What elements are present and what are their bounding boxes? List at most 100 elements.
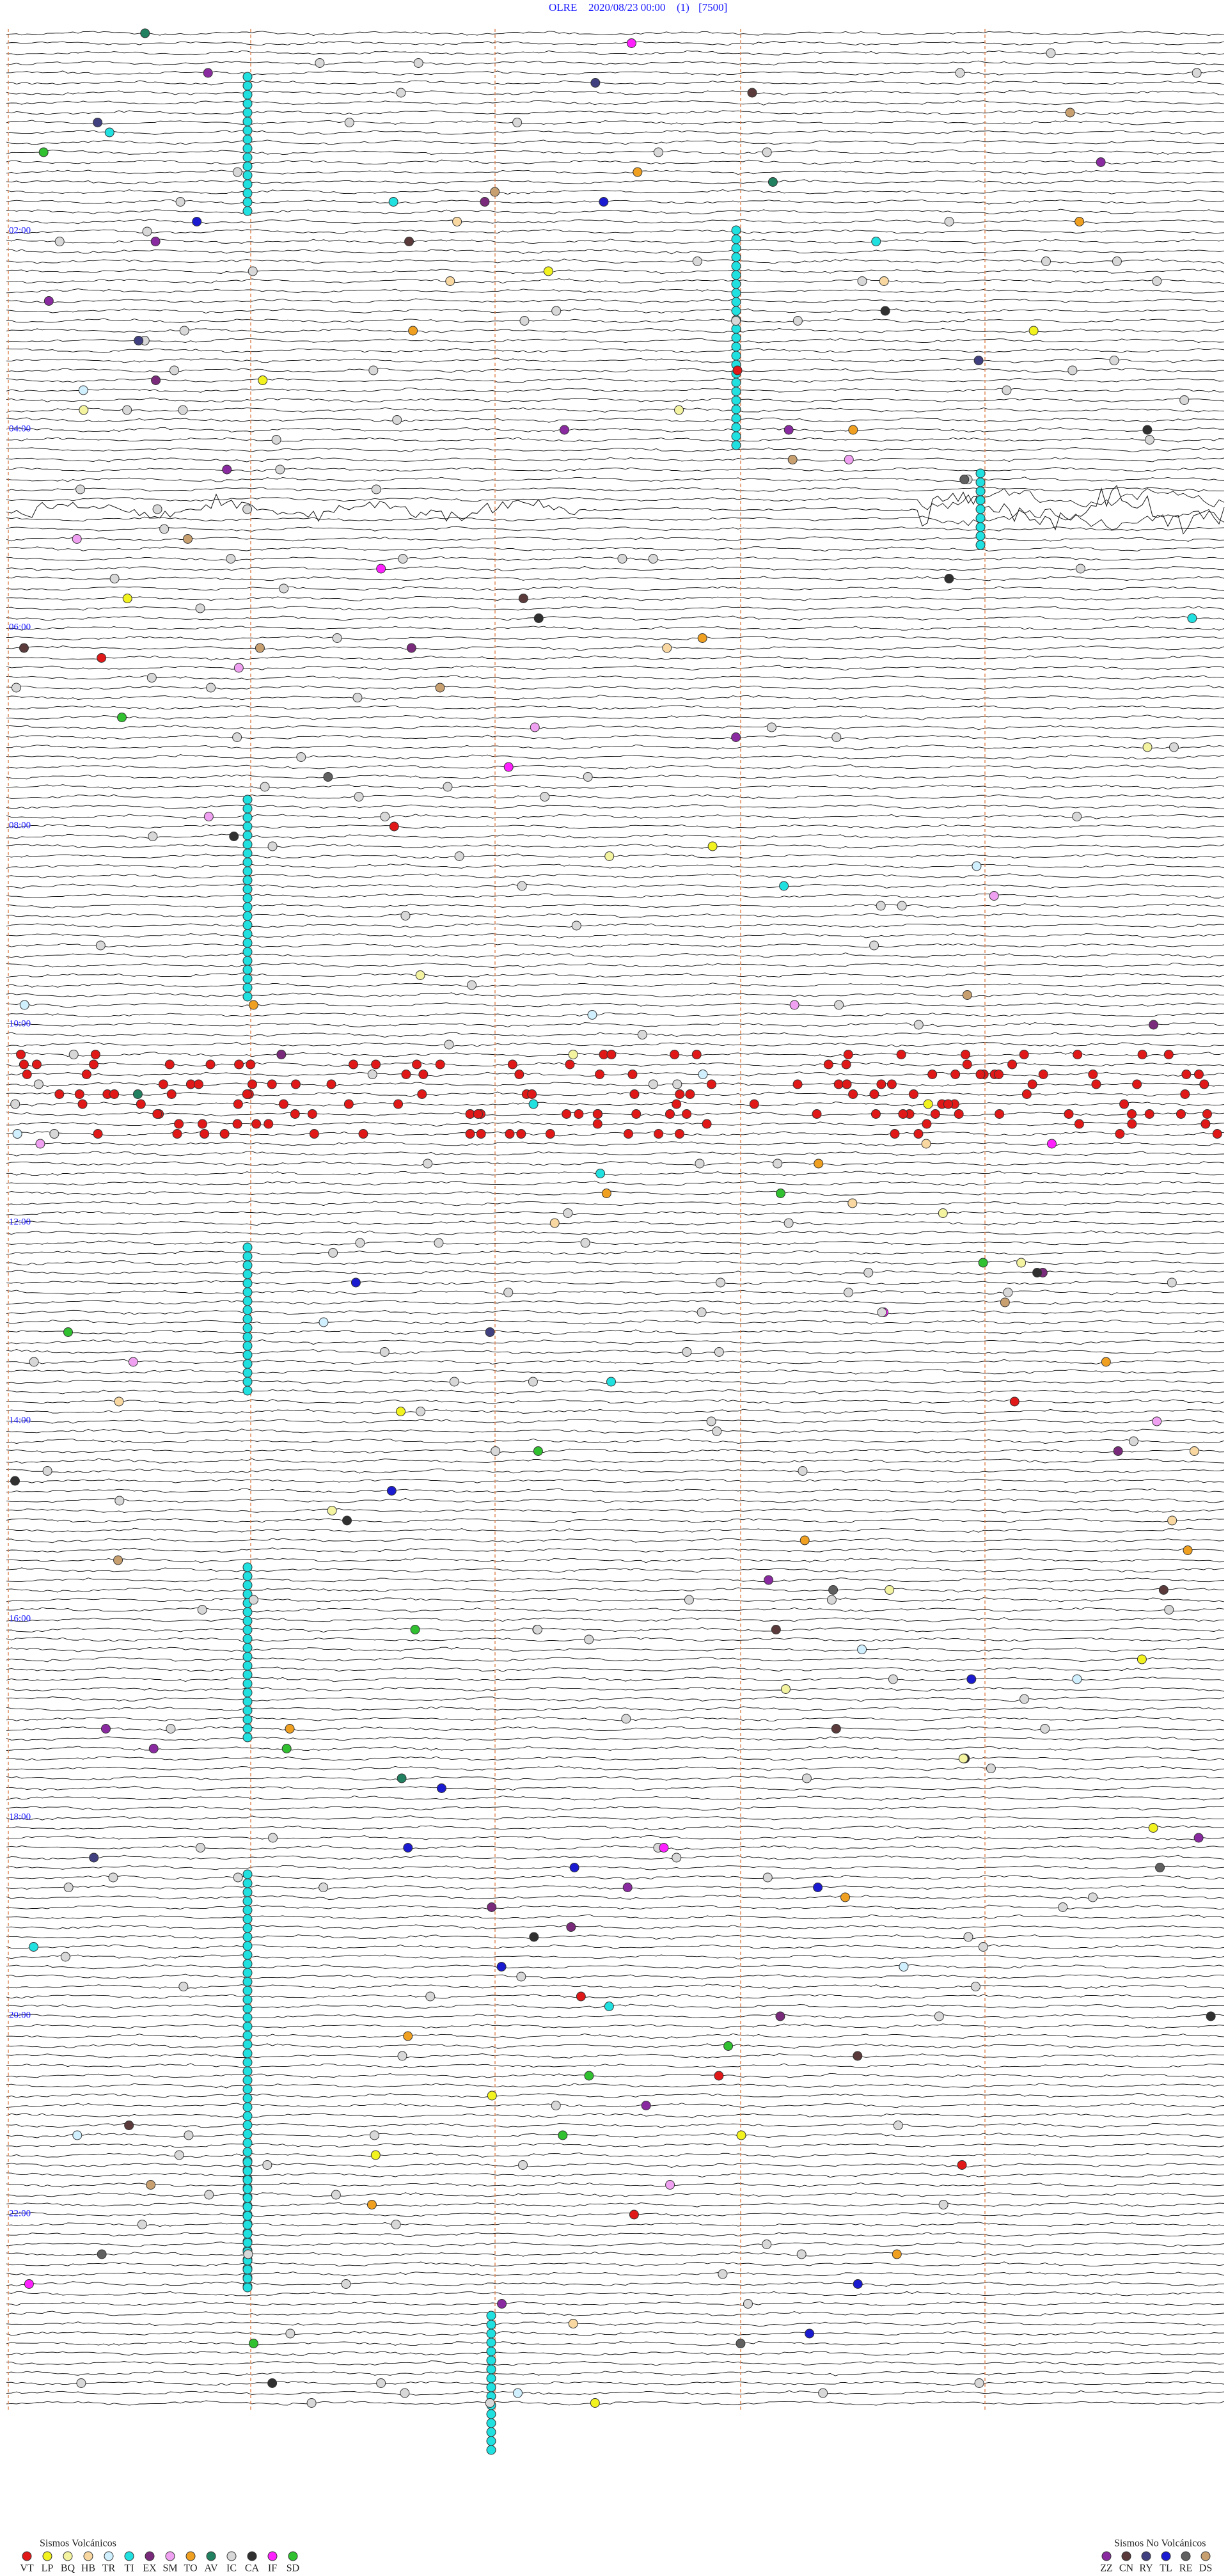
trace xyxy=(6,1022,1225,1027)
event-dot xyxy=(242,1332,253,1342)
trace xyxy=(6,159,1225,165)
event-dot xyxy=(242,947,253,957)
event-dot xyxy=(93,118,103,127)
event-dot xyxy=(670,1050,680,1059)
event-dot xyxy=(1067,365,1078,375)
legend-code: RY xyxy=(1139,2563,1153,2574)
event-dot xyxy=(242,504,253,514)
event-dot xyxy=(242,2084,253,2094)
event-dot xyxy=(148,1744,159,1753)
trace xyxy=(6,1309,1225,1315)
trace xyxy=(6,873,1225,879)
trace xyxy=(6,1488,1225,1494)
event-dot xyxy=(843,1050,853,1059)
event-dot xyxy=(400,2388,410,2398)
event-dot xyxy=(1091,1079,1101,1089)
event-dot xyxy=(444,1039,454,1050)
event-dot xyxy=(1128,1436,1138,1446)
event-dot xyxy=(267,1079,277,1089)
event-dot xyxy=(242,848,253,858)
event-dot xyxy=(764,1575,774,1585)
trace xyxy=(6,1012,1225,1018)
trace xyxy=(6,1885,1225,1890)
trace xyxy=(6,1478,1225,1483)
event-dot xyxy=(731,261,741,271)
event-dot xyxy=(1206,2011,1216,2021)
trace xyxy=(6,1300,1225,1305)
event-dot xyxy=(1072,1674,1082,1684)
trace xyxy=(6,1210,1225,1216)
event-dot xyxy=(731,377,741,388)
event-dot xyxy=(1112,257,1122,266)
event-dot xyxy=(1142,425,1153,435)
event-dot xyxy=(242,2175,253,2185)
event-dot xyxy=(242,1368,253,1378)
event-dot xyxy=(533,613,544,623)
event-dot xyxy=(1167,1515,1177,1526)
event-dot xyxy=(370,2150,381,2160)
trace xyxy=(6,1329,1225,1335)
event-dot xyxy=(242,1905,253,1915)
event-dot xyxy=(197,1119,207,1129)
event-dot xyxy=(943,1099,953,1109)
event-dot xyxy=(290,1109,300,1119)
event-dot xyxy=(732,365,743,375)
trace xyxy=(6,1874,1225,1880)
legend-swatch xyxy=(1200,2551,1211,2561)
event-dot xyxy=(166,1724,176,1734)
event-dot xyxy=(380,812,390,821)
legend-code: TL xyxy=(1160,2563,1172,2574)
event-dot xyxy=(714,2071,724,2081)
legend-swatch xyxy=(1181,2551,1191,2561)
event-dot xyxy=(723,2041,734,2051)
event-dot xyxy=(857,1645,867,1654)
trace xyxy=(6,347,1225,354)
event-dot xyxy=(242,1242,253,1252)
event-dot xyxy=(898,1109,908,1119)
trace xyxy=(6,1973,1225,1980)
trace xyxy=(6,844,1225,849)
event-dot xyxy=(706,1416,716,1426)
trace xyxy=(6,2083,1225,2089)
event-dot xyxy=(242,1950,253,1960)
event-dot xyxy=(242,134,253,145)
event-dot xyxy=(242,2102,253,2112)
event-dot xyxy=(1167,1277,1177,1288)
event-dot xyxy=(136,1099,146,1109)
event-dot xyxy=(973,356,984,365)
event-dot xyxy=(72,534,82,544)
trace xyxy=(6,80,1225,86)
event-dot xyxy=(242,875,253,885)
event-dot xyxy=(731,324,741,334)
event-dot xyxy=(486,2319,496,2330)
event-dot xyxy=(242,911,253,921)
event-dot xyxy=(158,1079,168,1089)
event-dot xyxy=(486,2337,496,2348)
event-dot xyxy=(278,1099,288,1109)
event-dot xyxy=(813,1883,823,1892)
event-dot xyxy=(100,1724,111,1734)
event-dot xyxy=(491,1446,501,1456)
trace xyxy=(6,377,1225,383)
event-dot xyxy=(892,2249,902,2259)
legend-swatch xyxy=(22,2551,32,2561)
trace xyxy=(6,1180,1225,1187)
event-dot xyxy=(1152,276,1162,286)
event-dot xyxy=(436,1783,446,1793)
legend-swatch xyxy=(267,2551,278,2561)
trace xyxy=(6,50,1225,56)
legend-code: TO xyxy=(184,2563,197,2574)
trace xyxy=(6,417,1225,423)
event-dot xyxy=(1113,1446,1123,1456)
event-dot xyxy=(242,1959,253,1969)
event-dot xyxy=(242,72,253,82)
event-dot xyxy=(731,279,741,289)
event-dot xyxy=(783,425,794,435)
trace xyxy=(6,1865,1225,1870)
event-dot xyxy=(629,2209,639,2220)
trace xyxy=(6,1537,1225,1544)
event-dot xyxy=(527,1089,537,1099)
event-dot xyxy=(413,58,423,68)
event-dot xyxy=(731,243,741,253)
event-dot xyxy=(242,1089,252,1099)
